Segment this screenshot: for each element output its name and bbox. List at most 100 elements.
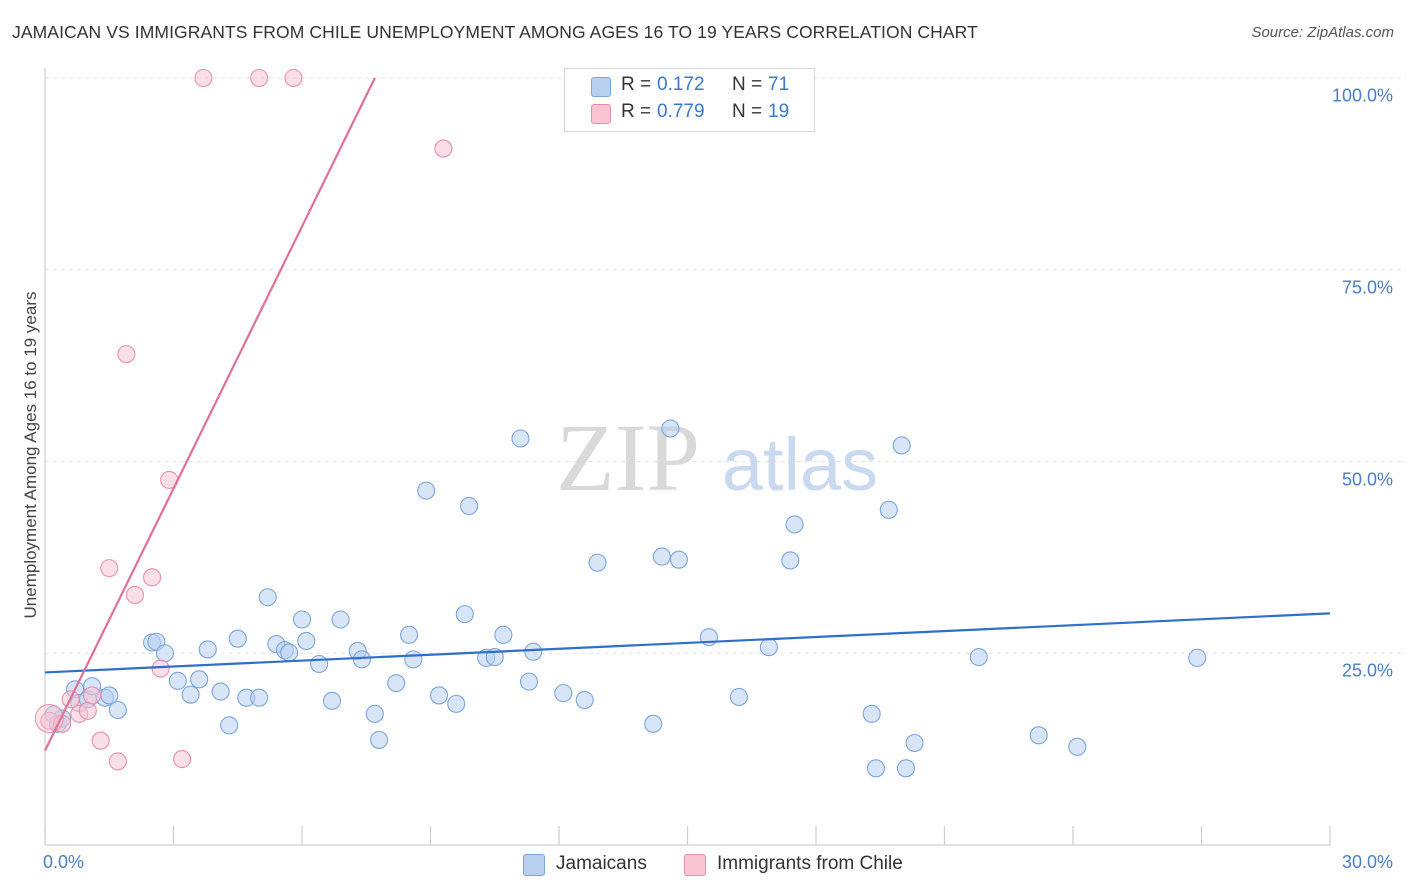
n-label: N = — [732, 101, 763, 122]
data-point-jamaicans — [1029, 726, 1048, 745]
data-point-jamaicans — [661, 419, 680, 438]
data-point-chile — [91, 731, 110, 750]
data-point-chile — [117, 345, 136, 364]
data-point-jamaicans — [1068, 737, 1087, 756]
series-legend: Jamaicans Immigrants from Chile — [0, 853, 1406, 877]
correlation-legend: R = 0.172 N = 71 R = 0.779 N = 19 — [564, 68, 815, 132]
data-point-jamaicans — [220, 716, 239, 735]
n-value: 71 — [768, 74, 790, 95]
source-label: Source: ZipAtlas.com — [1251, 24, 1394, 41]
y-tick-label: 75.0% — [1341, 277, 1393, 298]
watermark: ZIP atlas — [556, 404, 878, 511]
data-point-jamaicans — [365, 704, 384, 723]
x-tick-label-max: 30.0% — [1341, 852, 1393, 872]
data-point-jamaicans — [168, 671, 187, 690]
y-tick-label: 100.0% — [1331, 85, 1393, 106]
n-value: 19 — [768, 101, 790, 122]
data-point-chile — [143, 568, 162, 587]
legend-swatch-blue — [523, 854, 545, 876]
data-point-jamaicans — [280, 643, 299, 662]
data-point-cluster — [34, 703, 64, 733]
data-point-chile — [108, 752, 127, 771]
data-point-jamaicans — [905, 733, 924, 753]
y-tick-label: 50.0% — [1341, 469, 1393, 489]
n-label: N = — [732, 74, 763, 95]
y-tick-label: 25.0% — [1341, 660, 1393, 681]
chart-title: JAMAICAN VS IMMIGRANTS FROM CHILE UNEMPL… — [12, 22, 978, 42]
data-point-jamaicans — [879, 500, 898, 519]
data-point-jamaicans — [896, 759, 916, 778]
data-point-chile — [125, 585, 144, 605]
data-point-jamaicans — [297, 631, 316, 651]
data-point-jamaicans — [404, 650, 423, 669]
data-point-jamaicans — [785, 515, 804, 534]
data-point-jamaicans — [1188, 648, 1207, 667]
data-point-jamaicans — [455, 605, 474, 624]
data-point-jamaicans — [370, 730, 389, 749]
data-point-jamaicans — [417, 481, 436, 500]
legend-swatch-pink — [684, 854, 706, 876]
data-point-jamaicans — [459, 496, 479, 516]
trend-lines — [44, 77, 1331, 752]
data-point-chile — [173, 750, 192, 769]
data-point-jamaicans — [781, 551, 800, 570]
data-point-jamaicans — [190, 670, 209, 689]
data-point-jamaicans — [387, 674, 406, 693]
legend-label: Jamaicans — [556, 853, 647, 874]
legend-swatch-pink — [591, 104, 611, 124]
r-label: R = — [621, 101, 652, 122]
data-point-jamaicans — [729, 687, 748, 707]
data-point-jamaicans — [228, 629, 247, 648]
r-label: R = — [621, 74, 652, 95]
data-point-jamaicans — [969, 648, 988, 667]
y-axis-label: Unemployment Among Ages 16 to 19 years — [21, 291, 40, 619]
data-point-jamaicans — [575, 690, 594, 710]
data-point-jamaicans — [511, 429, 530, 448]
data-point-chile — [284, 68, 303, 88]
data-point-jamaicans — [198, 640, 217, 659]
data-point-jamaicans — [669, 550, 688, 569]
data-point-jamaicans — [652, 547, 671, 566]
r-value: 0.172 — [657, 74, 705, 95]
data-point-chile — [434, 139, 453, 158]
grid-lines — [45, 77, 1406, 654]
data-point-jamaicans — [258, 588, 277, 607]
data-point-jamaicans — [310, 654, 329, 674]
data-point-jamaicans — [588, 553, 607, 572]
data-point-jamaicans — [400, 625, 419, 644]
data-point-chile — [194, 68, 213, 88]
data-point-jamaicans — [430, 686, 449, 705]
data-point-jamaicans — [331, 610, 350, 629]
watermark-atlas: atlas — [722, 423, 878, 506]
legend-label: Immigrants from Chile — [717, 853, 903, 874]
data-point-chile — [151, 659, 170, 678]
data-point-jamaicans — [181, 685, 200, 704]
data-point-jamaicans — [108, 700, 127, 720]
data-point-jamaicans — [892, 436, 911, 455]
data-point-jamaicans — [644, 714, 663, 733]
data-point-jamaicans — [524, 642, 543, 661]
data-point-jamaicans — [211, 682, 230, 701]
trend-line-jamaicans — [44, 612, 1331, 674]
watermark-zip: ZIP — [556, 404, 700, 511]
r-value: 0.779 — [657, 101, 705, 122]
data-point-jamaicans — [519, 672, 539, 691]
series-chile — [34, 68, 453, 771]
data-point-chile — [83, 686, 102, 705]
x-tick-label-min: 0.0% — [43, 852, 85, 872]
data-point-chile — [250, 68, 269, 88]
data-point-jamaicans — [866, 759, 886, 778]
trend-line-chile — [44, 77, 376, 752]
legend-swatch-blue — [591, 77, 611, 97]
data-point-jamaicans — [292, 610, 312, 629]
data-point-jamaicans — [554, 684, 573, 703]
data-point-jamaicans — [494, 625, 513, 644]
data-point-chile — [100, 559, 119, 578]
data-point-jamaicans — [759, 638, 778, 657]
data-point-jamaicans — [322, 691, 342, 710]
data-point-jamaicans — [447, 694, 466, 713]
data-point-jamaicans — [352, 650, 372, 669]
data-point-jamaicans — [862, 704, 881, 723]
data-point-chile — [78, 701, 97, 720]
